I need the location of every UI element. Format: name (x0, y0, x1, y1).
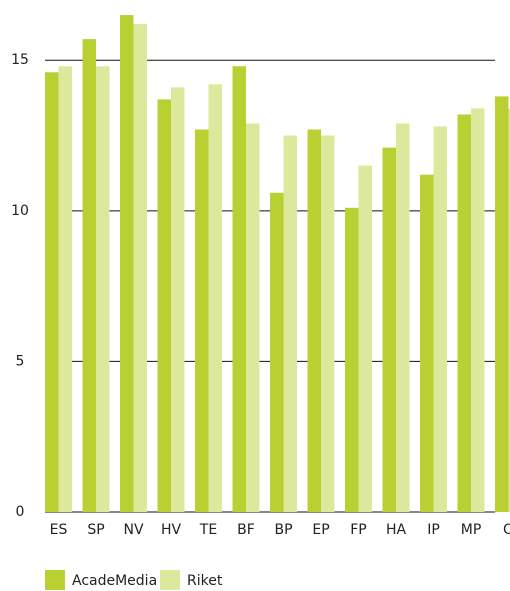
bar (508, 108, 510, 513)
bar (157, 99, 171, 512)
bar (495, 96, 509, 513)
y-tick-label: 0 (16, 504, 25, 520)
y-tick-label: 15 (11, 52, 29, 68)
bar (133, 24, 147, 513)
bar (270, 192, 284, 513)
bar (457, 114, 471, 513)
bar (171, 87, 185, 512)
legend-swatch (45, 570, 65, 590)
x-tick-label: FP (350, 522, 367, 538)
x-tick-label: TE (199, 522, 217, 538)
x-tick-label: MP (461, 522, 482, 538)
bar (358, 165, 372, 512)
x-tick-label: HA (386, 522, 407, 538)
y-tick-label: 5 (16, 353, 25, 369)
bar (208, 84, 222, 513)
x-tick-label: EP (312, 522, 329, 538)
bar (321, 135, 335, 512)
x-tick-label: HV (161, 522, 182, 538)
bar (420, 174, 434, 512)
x-tick-label: BP (274, 522, 292, 538)
bar (433, 126, 447, 513)
y-tick-label: 10 (11, 203, 29, 219)
bar (96, 66, 110, 513)
bar (345, 207, 359, 512)
legend-swatch (160, 570, 180, 590)
bar (471, 108, 485, 513)
bar (82, 39, 96, 512)
x-tick-label: NV (123, 522, 143, 538)
x-tick-label: ES (50, 522, 68, 538)
bar (307, 129, 321, 512)
legend-label: Riket (187, 573, 223, 589)
legend-label: AcadeMedia (72, 573, 157, 589)
bar (120, 15, 134, 512)
bar (382, 147, 396, 512)
bar (283, 135, 297, 512)
bar (58, 66, 72, 513)
bar (246, 123, 260, 512)
x-tick-label: SP (87, 522, 104, 538)
x-tick-label: IP (427, 522, 440, 538)
bar (232, 66, 246, 513)
bar (396, 123, 410, 512)
x-tick-label: O (503, 522, 510, 538)
bar (195, 129, 209, 512)
x-tick-label: BF (237, 522, 255, 538)
bar (45, 72, 59, 513)
